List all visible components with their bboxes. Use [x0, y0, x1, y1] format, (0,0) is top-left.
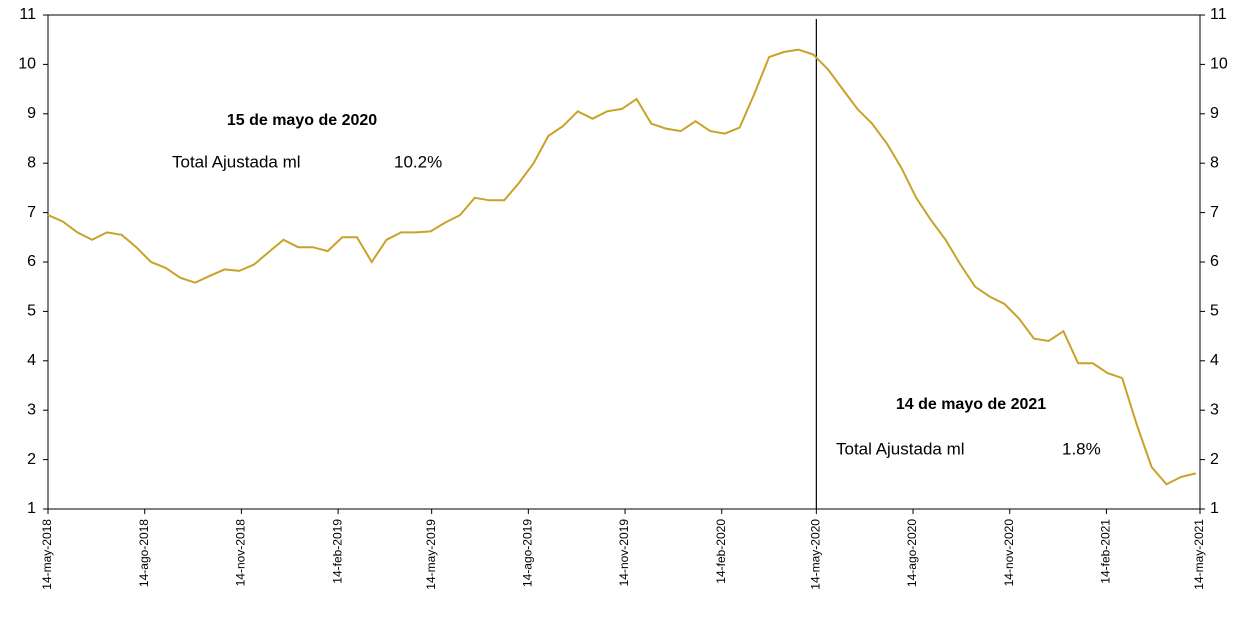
x-tick-label: 14-feb-2021 [1099, 519, 1113, 584]
y2-tick-label: 10 [1210, 56, 1228, 73]
y2-tick-label: 1 [1210, 500, 1219, 517]
y-tick-label: 9 [27, 105, 36, 122]
y2-tick-label: 9 [1210, 105, 1219, 122]
x-tick-label: 14-nov-2020 [1002, 519, 1016, 587]
x-tick-label: 14-may-2018 [40, 519, 54, 590]
x-tick-label: 14-ago-2019 [521, 519, 535, 587]
x-tick-label: 14-ago-2020 [905, 519, 919, 587]
y2-tick-label: 3 [1210, 401, 1219, 418]
x-tick-label: 14-feb-2019 [330, 519, 344, 584]
x-tick-label: 14-nov-2019 [617, 519, 631, 587]
annotation-value: 10.2% [394, 152, 442, 171]
y-tick-label: 4 [27, 352, 36, 369]
x-tick-label: 14-may-2020 [809, 519, 823, 590]
y-tick-label: 5 [27, 303, 36, 320]
y2-tick-label: 11 [1210, 6, 1227, 23]
y-tick-label: 3 [27, 401, 36, 418]
x-tick-label: 14-ago-2018 [137, 519, 151, 587]
data-line [47, 48, 1197, 486]
y2-tick-label: 5 [1210, 303, 1219, 320]
y-tick-label: 2 [27, 451, 36, 468]
annotation-value: 1.8% [1062, 439, 1101, 458]
y-tick-label: 11 [19, 6, 36, 23]
y2-tick-label: 2 [1210, 451, 1219, 468]
annotation-title: 14 de mayo de 2021 [896, 396, 1046, 413]
x-tick-label: 14-feb-2020 [714, 519, 728, 584]
x-tick-label: 14-may-2021 [1192, 519, 1206, 590]
y2-tick-label: 7 [1210, 204, 1219, 221]
x-tick-label: 14-may-2019 [424, 519, 438, 590]
annotation-label: Total Ajustada ml [172, 152, 301, 171]
y-tick-label: 6 [27, 253, 36, 270]
y2-tick-label: 4 [1210, 352, 1219, 369]
y2-tick-label: 8 [1210, 154, 1219, 171]
y-tick-label: 7 [27, 204, 36, 221]
y-tick-label: 10 [18, 56, 36, 73]
annotation-label: Total Ajustada ml [836, 439, 965, 458]
y-tick-label: 8 [27, 154, 36, 171]
y2-tick-label: 6 [1210, 253, 1219, 270]
x-tick-label: 14-nov-2018 [234, 519, 248, 587]
annotation-title: 15 de mayo de 2020 [227, 112, 377, 129]
y-tick-label: 1 [27, 500, 36, 517]
